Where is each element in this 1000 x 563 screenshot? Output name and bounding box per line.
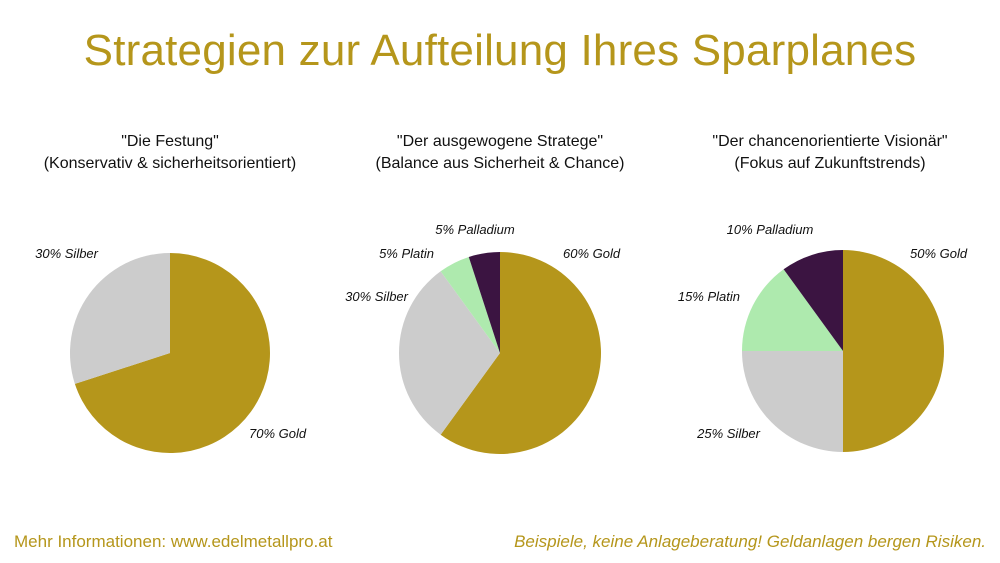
chart-heading-festung: "Die Festung" (Konservativ & sicherheits… xyxy=(20,131,320,175)
pie-slice-palladium xyxy=(783,250,843,351)
chart-title: "Der ausgewogene Stratege" xyxy=(396,133,604,150)
slice-label-palladium: 5% Palladium xyxy=(435,222,515,237)
pie-slice-palladium xyxy=(468,251,500,353)
pie-slice-gold xyxy=(74,253,270,453)
slice-label-silber: 30% Silber xyxy=(35,246,99,261)
slice-label-silber: 25% Silber xyxy=(696,426,761,441)
slice-label-gold: 50% Gold xyxy=(910,246,968,261)
chart-heading-visionaer: "Der chancenorientierte Visionär" (Fokus… xyxy=(680,131,980,175)
pie-chart: 70% Gold 30% Silber xyxy=(35,246,307,453)
chart-title: "Der chancenorientierte Visionär" xyxy=(712,133,948,150)
pie-slice-gold xyxy=(440,252,601,454)
chart-heading-stratege: "Der ausgewogene Stratege" (Balance aus … xyxy=(350,131,650,175)
footer-info-link[interactable]: Mehr Informationen: www.edelmetallpro.at xyxy=(14,532,333,551)
slice-label-platin: 15% Platin xyxy=(678,289,740,304)
slice-label-silber: 30% Silber xyxy=(345,289,409,304)
slice-label-platin: 5% Platin xyxy=(379,246,434,261)
pie-slice-silber xyxy=(398,271,500,435)
slice-label-gold: 60% Gold xyxy=(563,246,621,261)
chart-title: "Die Festung" xyxy=(121,133,219,150)
chart-subtitle: (Konservativ & sicherheitsorientiert) xyxy=(43,155,297,172)
pie-slice-platin xyxy=(440,256,500,353)
slice-label-gold: 70% Gold xyxy=(249,426,307,441)
pie-slice-gold xyxy=(843,250,944,452)
pie-slice-platin xyxy=(742,269,843,351)
chart-subtitle: (Balance aus Sicherheit & Chance) xyxy=(375,155,625,172)
footer-disclaimer: Beispiele, keine Anlageberatung! Geldanl… xyxy=(514,532,986,551)
page-title: Strategien zur Aufteilung Ihres Sparplan… xyxy=(83,26,917,75)
chart-subtitle: (Fokus auf Zukunftstrends) xyxy=(734,155,926,172)
pie-slice-silber xyxy=(742,351,843,452)
slice-label-palladium: 10% Palladium xyxy=(727,222,814,237)
pie-slice-silber xyxy=(69,253,170,384)
pie-chart: 50% Gold 25% Silber 15% Platin 10% Palladiu… xyxy=(678,222,968,452)
